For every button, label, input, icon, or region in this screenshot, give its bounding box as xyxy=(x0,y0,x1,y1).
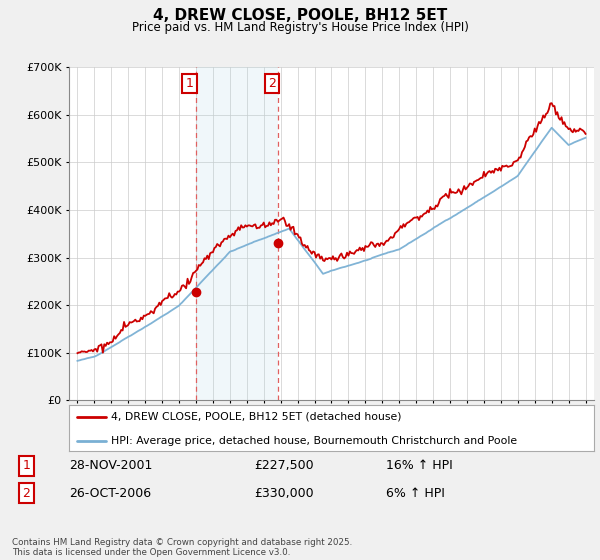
Text: 26-OCT-2006: 26-OCT-2006 xyxy=(70,487,152,500)
Text: £227,500: £227,500 xyxy=(254,460,314,473)
Text: 28-NOV-2001: 28-NOV-2001 xyxy=(70,460,153,473)
Text: 4, DREW CLOSE, POOLE, BH12 5ET (detached house): 4, DREW CLOSE, POOLE, BH12 5ET (detached… xyxy=(111,412,401,422)
Text: 6% ↑ HPI: 6% ↑ HPI xyxy=(386,487,445,500)
Text: 1: 1 xyxy=(185,77,193,90)
Text: HPI: Average price, detached house, Bournemouth Christchurch and Poole: HPI: Average price, detached house, Bour… xyxy=(111,436,517,446)
Text: 2: 2 xyxy=(22,487,31,500)
Text: Price paid vs. HM Land Registry's House Price Index (HPI): Price paid vs. HM Land Registry's House … xyxy=(131,21,469,34)
Bar xyxy=(196,67,278,400)
Text: 1: 1 xyxy=(22,460,31,473)
Text: 2: 2 xyxy=(268,77,275,90)
Text: £330,000: £330,000 xyxy=(254,487,314,500)
Text: 16% ↑ HPI: 16% ↑ HPI xyxy=(386,460,453,473)
Text: 4, DREW CLOSE, POOLE, BH12 5ET: 4, DREW CLOSE, POOLE, BH12 5ET xyxy=(153,8,447,24)
Text: Contains HM Land Registry data © Crown copyright and database right 2025.
This d: Contains HM Land Registry data © Crown c… xyxy=(12,538,352,557)
